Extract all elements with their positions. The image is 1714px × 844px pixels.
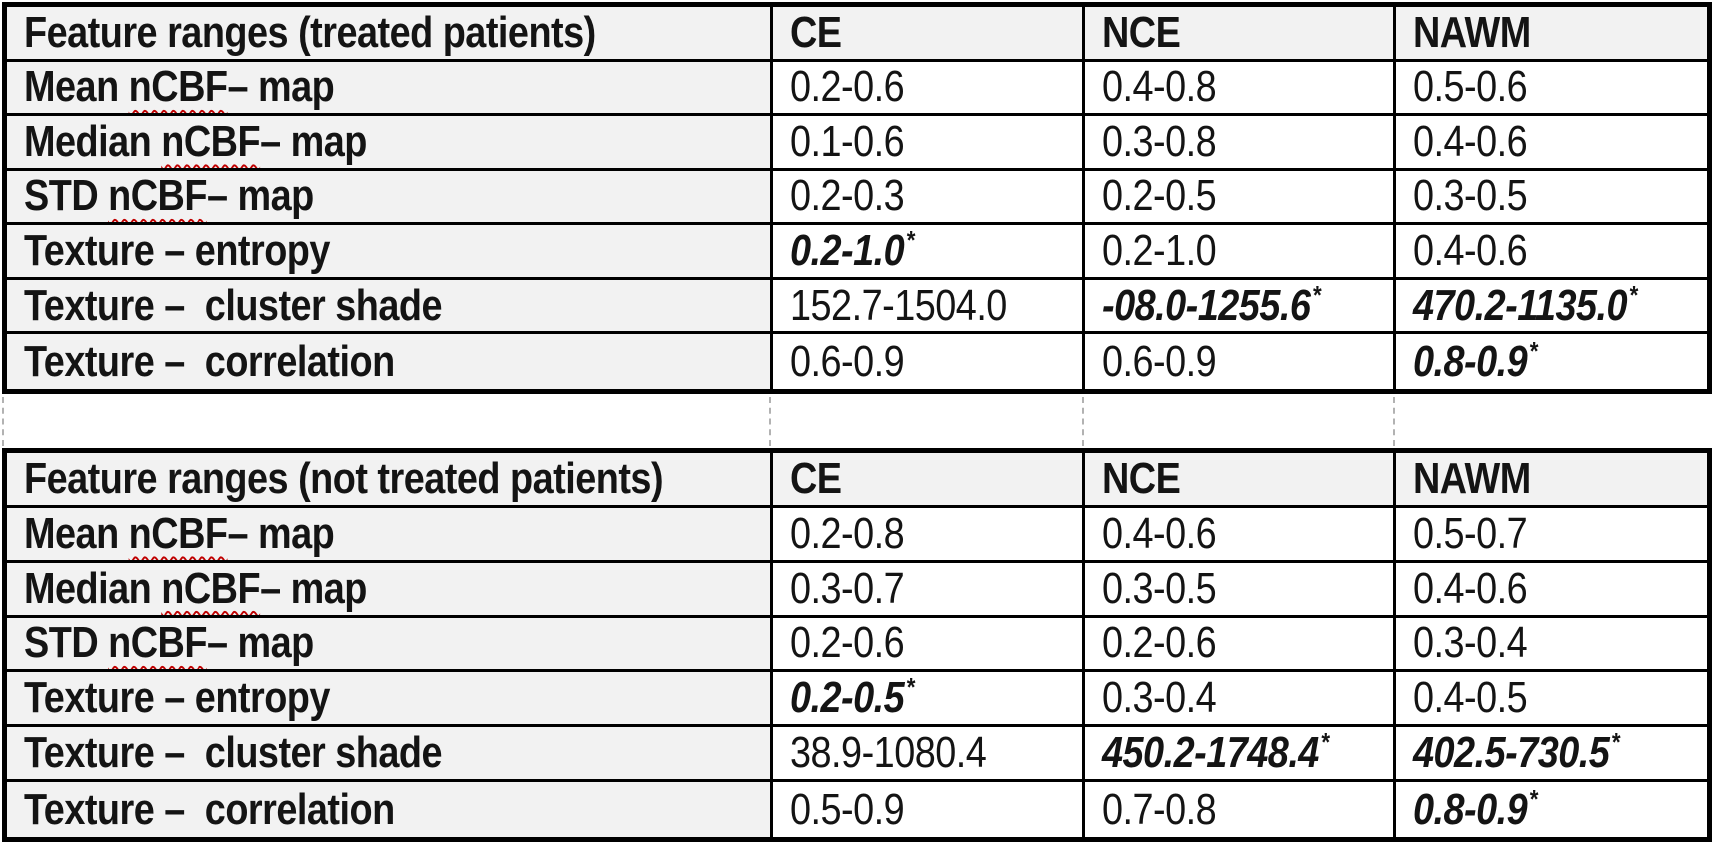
row-label: Mean nCBF– map [24,62,335,112]
value-cell: 0.2-0.6 [773,61,1085,117]
value-cell: 0.4-0.5 [1396,672,1707,728]
significance-asterisk: * [1528,783,1538,814]
value-cell: 0.8-0.9* [1396,334,1707,389]
value-cell: 470.2-1135.0* [1396,279,1707,335]
value-cell: 0.4-0.8 [1085,61,1396,117]
spellcheck-squiggle-text: nCBF [161,116,261,166]
value-cell: 0.5-0.6 [1396,61,1707,117]
value-cell: 450.2-1748.4* [1085,727,1396,783]
value-cell: 0.4-0.6 [1085,507,1396,563]
row-label-cell: Median nCBF– map [7,562,773,618]
row-label: Mean nCBF– map [24,508,335,558]
row-label-cell: STD nCBF– map [7,170,773,226]
row-label-cell: STD nCBF– map [7,617,773,673]
value-cell: 0.2-0.6 [1085,617,1396,673]
value-cell: 0.2-0.6 [773,617,1085,673]
row-label-cell: Mean nCBF– map [7,61,773,117]
table-title-cell: Feature ranges (not treated patients) [7,453,773,508]
row-label-cell: Median nCBF– map [7,116,773,171]
value-cell: 402.5-730.5* [1396,727,1707,783]
significance-asterisk: * [1611,727,1620,758]
significance-asterisk: * [905,225,915,256]
value-cell: 0.4-0.6 [1396,562,1707,618]
significance-asterisk: * [1528,335,1538,366]
row-label: Median nCBF– map [24,116,367,166]
value-cell: 0.3-0.7 [773,562,1085,618]
value-cell: 0.1-0.6 [773,116,1085,171]
value-cell: 0.5-0.7 [1396,507,1707,563]
column-header-nce: NCE [1085,453,1396,508]
row-label-cell: Texture – correlation [7,782,773,837]
gap-dashed-gridline [2,397,4,446]
value-cell: 0.2-0.5* [773,672,1085,728]
significance-asterisk: * [1628,279,1638,310]
table-title-cell: Feature ranges (treated patients) [7,7,773,62]
row-label-cell: Texture – correlation [7,334,773,389]
value-cell: 0.2-0.3 [773,170,1085,226]
value-cell: 0.2-1.0* [773,225,1085,280]
value-cell: 0.6-0.9 [773,334,1085,389]
row-label: Texture – correlation [24,336,395,386]
column-header-nce: NCE [1085,7,1396,62]
column-header-nawm: NAWM [1396,7,1707,62]
row-label: Texture – entropy [24,673,330,723]
column-header-ce: CE [773,7,1085,62]
row-label: Median nCBF– map [24,563,367,613]
row-label: STD nCBF– map [24,618,314,668]
value-cell: 0.2-0.5 [1085,170,1396,226]
feature-ranges-treated-table: Feature ranges (treated patients) CE NCE… [2,2,1712,394]
value-cell: 0.7-0.8 [1085,782,1396,837]
spellcheck-squiggle-text: nCBF [161,563,261,613]
gap-dashed-gridline [1393,397,1395,446]
value-cell: 0.3-0.5 [1085,562,1396,618]
table-title: Feature ranges (treated patients) [24,7,596,57]
value-cell: 38.9-1080.4 [773,727,1085,783]
row-label-cell: Mean nCBF– map [7,507,773,563]
table-title: Feature ranges (not treated patients) [24,453,664,503]
value-cell: 0.4-0.6 [1396,116,1707,171]
spellcheck-squiggle-text: nCBF [128,508,228,558]
spellcheck-squiggle-text: nCBF [108,618,207,668]
value-cell: 152.7-1504.0 [773,279,1085,335]
gap-dashed-gridline [769,397,771,446]
value-cell: 0.5-0.9 [773,782,1085,837]
value-cell: 0.4-0.6 [1396,225,1707,280]
value-cell: 0.2-1.0 [1085,225,1396,280]
gap-dashed-gridline [1082,397,1084,446]
row-label: Texture – cluster shade [24,728,443,778]
row-label-cell: Texture – cluster shade [7,727,773,783]
spellcheck-squiggle-text: nCBF [128,62,228,112]
value-cell: 0.3-0.5 [1396,170,1707,226]
value-cell: -08.0-1255.6* [1085,279,1396,335]
feature-ranges-not-treated-table: Feature ranges (not treated patients) CE… [2,448,1712,842]
value-cell: 0.2-0.8 [773,507,1085,563]
significance-asterisk: * [1320,727,1330,758]
significance-asterisk: * [905,672,915,703]
significance-asterisk: * [1312,279,1321,310]
column-header-nawm: NAWM [1396,453,1707,508]
spellcheck-squiggle-text: nCBF [108,171,207,221]
value-cell: 0.8-0.9* [1396,782,1707,837]
row-label-cell: Texture – entropy [7,672,773,728]
value-cell: 0.6-0.9 [1085,334,1396,389]
row-label: Texture – correlation [24,784,395,834]
row-label: Texture – cluster shade [24,280,443,330]
column-header-ce: CE [773,453,1085,508]
value-cell: 0.3-0.8 [1085,116,1396,171]
row-label-cell: Texture – entropy [7,225,773,280]
row-label-cell: Texture – cluster shade [7,279,773,335]
value-cell: 0.3-0.4 [1085,672,1396,728]
row-label: Texture – entropy [24,226,330,276]
value-cell: 0.3-0.4 [1396,617,1707,673]
row-label: STD nCBF– map [24,171,314,221]
